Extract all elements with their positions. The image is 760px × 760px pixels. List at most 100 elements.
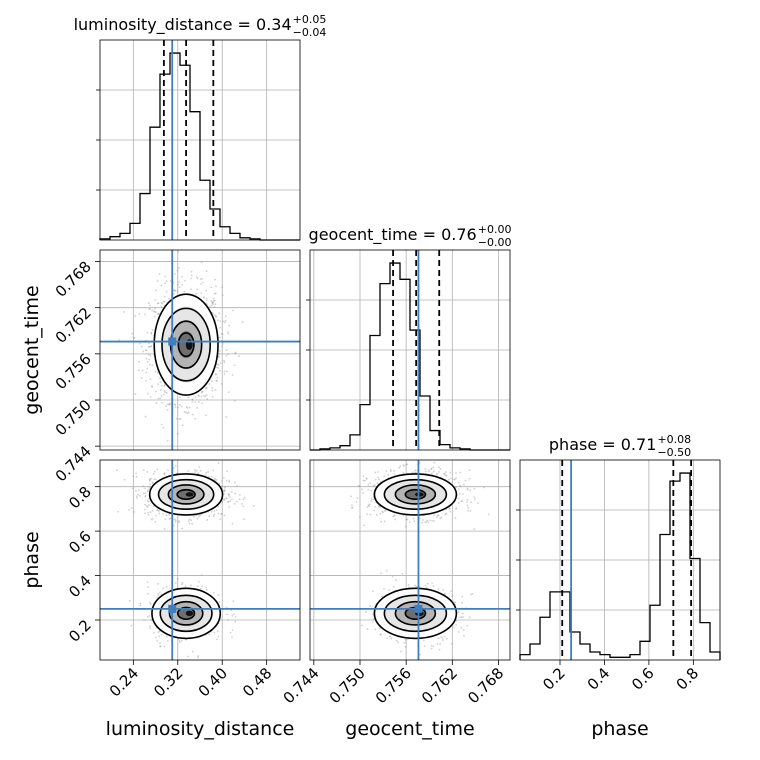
sample-point — [164, 518, 167, 521]
x-tick-label-geocent_time: 0.756 — [372, 664, 415, 707]
sample-point — [461, 595, 464, 598]
sample-point — [216, 379, 218, 382]
sample-point — [414, 471, 417, 474]
sample-point — [487, 513, 490, 516]
sample-point — [147, 511, 149, 514]
sample-point — [122, 311, 125, 313]
sample-point — [147, 302, 150, 305]
sample-point — [219, 362, 222, 365]
sample-point — [148, 345, 151, 348]
sample-point — [208, 633, 210, 636]
sample-point — [148, 479, 151, 482]
sample-point — [403, 641, 406, 644]
sample-point — [414, 584, 416, 587]
sample-point — [201, 390, 204, 393]
sample-point — [214, 477, 217, 480]
sample-point — [380, 572, 383, 575]
sample-point — [220, 383, 223, 385]
sample-point — [445, 471, 447, 473]
panel-frame — [99, 459, 301, 661]
x-tick-label-phase: 0.2 — [539, 664, 569, 694]
sample-point — [177, 251, 180, 253]
sample-point — [141, 345, 143, 348]
sample-point — [150, 518, 153, 521]
sample-point — [212, 303, 214, 306]
sample-point — [172, 292, 175, 295]
sample-point — [202, 394, 205, 397]
y-tick-label-geocent_time: 0.768 — [52, 258, 95, 301]
sample-point — [197, 655, 200, 657]
sample-point — [155, 311, 157, 314]
sample-point — [243, 496, 246, 499]
sample-point — [369, 513, 372, 516]
contour-line — [151, 587, 222, 640]
sample-point — [444, 513, 447, 516]
sample-point — [154, 390, 157, 393]
sample-point — [358, 516, 361, 519]
sample-point — [149, 483, 152, 486]
sample-point — [204, 395, 207, 398]
sample-point — [163, 645, 166, 648]
sample-point — [217, 364, 220, 366]
sample-point — [389, 635, 391, 638]
sample-point — [135, 475, 138, 478]
sample-point — [148, 363, 151, 366]
sample-point — [432, 466, 435, 469]
sample-point — [462, 493, 464, 495]
sample-point — [223, 486, 226, 489]
sample-point — [431, 519, 433, 522]
sample-point — [207, 475, 210, 478]
x-tick-label-geocent_time: 0.750 — [326, 664, 369, 707]
contour-line — [394, 484, 437, 505]
sample-point — [200, 574, 203, 577]
x-axis-label-phase: phase — [591, 718, 648, 740]
sample-point — [405, 518, 408, 520]
sample-point — [160, 384, 163, 387]
y-axis-label-geocent_time: geocent_time — [21, 285, 43, 414]
sample-point — [215, 509, 218, 512]
sample-point — [154, 478, 157, 481]
sample-point — [406, 463, 409, 466]
sample-point — [151, 481, 154, 484]
sample-point — [179, 396, 181, 399]
sample-point — [461, 601, 463, 604]
sample-point — [205, 299, 208, 302]
contour-line — [383, 594, 448, 633]
density-level — [185, 492, 194, 497]
sample-point — [143, 508, 146, 511]
sample-point — [455, 507, 458, 510]
2d-panel-geocent_time-vs-luminosity_distance — [99, 249, 301, 451]
sample-point — [392, 585, 395, 588]
sample-point — [234, 616, 237, 618]
sample-point — [156, 468, 159, 471]
sample-point — [457, 610, 460, 613]
sample-point — [215, 373, 217, 376]
y-tick-label-phase: 0.6 — [65, 527, 95, 557]
sample-point — [139, 342, 142, 345]
sample-point — [466, 624, 469, 627]
sample-point — [165, 586, 168, 588]
sample-point — [398, 466, 401, 469]
sample-point — [370, 489, 373, 492]
sample-point — [223, 361, 226, 364]
sample-point — [152, 505, 155, 508]
sample-point — [212, 301, 214, 304]
title-luminosity_distance: luminosity_distance = 0.34 +0.05−0.04 — [74, 13, 327, 39]
sample-point — [157, 312, 160, 315]
sample-point — [135, 472, 137, 475]
sample-point — [148, 615, 151, 617]
panel-frame — [309, 459, 511, 661]
sample-point — [146, 615, 149, 618]
sample-point — [160, 633, 163, 636]
sample-point — [156, 313, 159, 316]
sample-point — [218, 353, 221, 355]
sample-point — [393, 470, 396, 472]
sample-point — [142, 350, 145, 353]
hist-bars-phase — [519, 472, 721, 660]
contour-line — [176, 606, 196, 620]
sample-point — [367, 484, 370, 486]
sample-point — [433, 461, 436, 464]
sample-point — [190, 274, 193, 277]
sample-point — [454, 516, 457, 519]
sample-point — [180, 405, 183, 408]
